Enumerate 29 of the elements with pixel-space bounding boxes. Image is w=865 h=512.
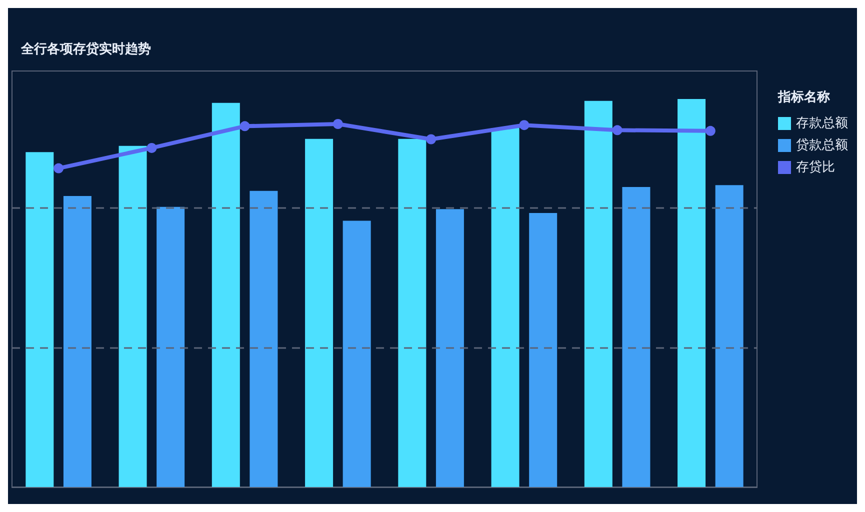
point: [612, 125, 622, 136]
bar: [212, 102, 240, 487]
legend-label: 贷款总额: [796, 138, 848, 153]
bar: [250, 190, 278, 487]
legend-label: 存贷比: [796, 160, 835, 175]
point: [332, 119, 343, 129]
chart-title: 全行各项存贷实时趋势: [20, 41, 151, 57]
bar: [715, 185, 744, 487]
bar: [63, 196, 92, 487]
point: [240, 121, 250, 132]
bar: [398, 138, 426, 487]
point: [146, 142, 157, 153]
legend-label: 存款总额: [796, 116, 848, 131]
bar: [305, 138, 334, 487]
bar: [529, 213, 558, 487]
bar: [678, 98, 706, 487]
point: [426, 134, 436, 144]
bar: [342, 220, 371, 487]
bar: [491, 128, 520, 487]
bar: [436, 209, 464, 487]
bar: [584, 100, 612, 487]
legend-title: 指标名称: [777, 90, 831, 105]
point: [54, 163, 64, 174]
bar: [622, 187, 650, 487]
point: [705, 126, 716, 136]
bar: [118, 146, 147, 487]
point: [519, 120, 530, 130]
bar: [26, 152, 54, 487]
bar: [156, 206, 185, 487]
